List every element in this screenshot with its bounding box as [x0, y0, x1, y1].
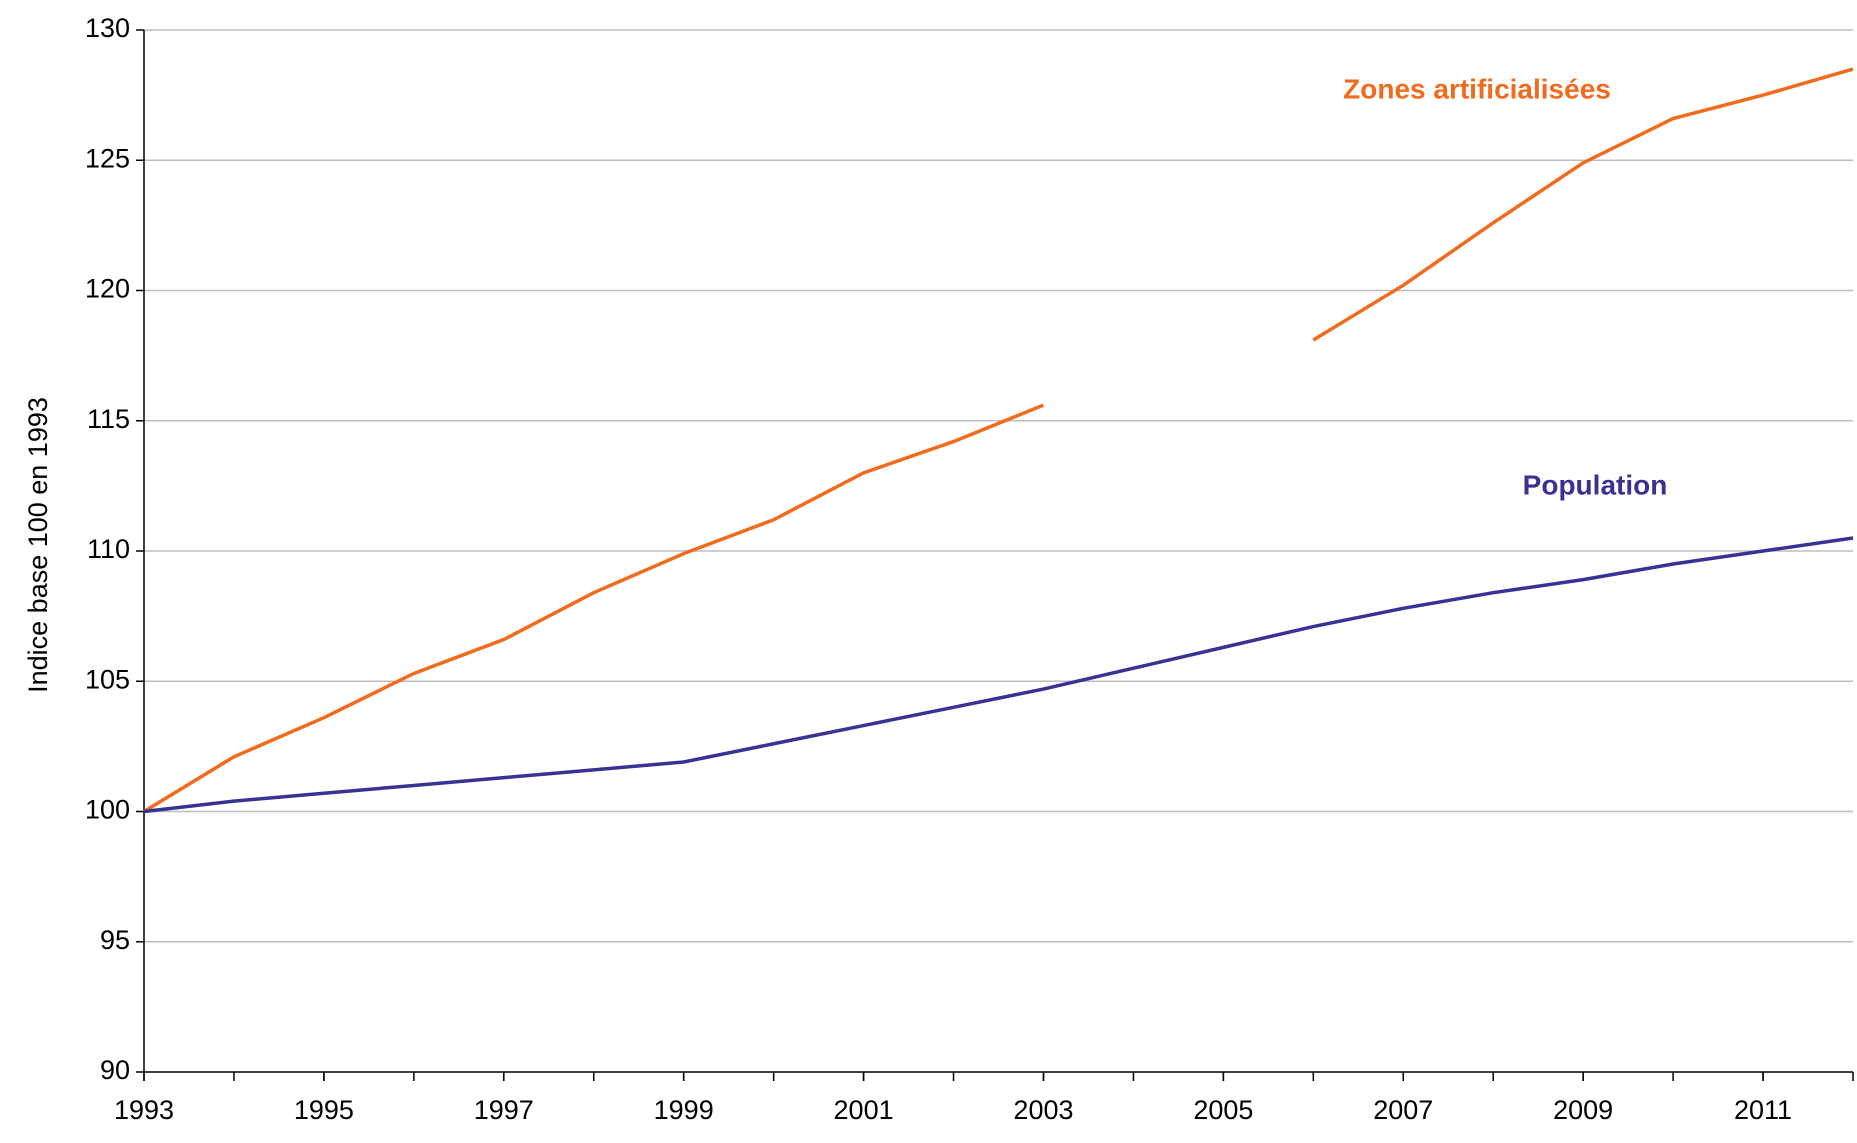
y-tick-label: 115: [87, 404, 130, 434]
x-tick-label: 2005: [1193, 1095, 1253, 1125]
x-tick-label: 2003: [1013, 1095, 1073, 1125]
y-tick-label: 130: [85, 13, 130, 43]
series-line: [143, 536, 1854, 814]
series-label: Zones artificialisées: [1343, 73, 1611, 104]
x-tick-label: 2007: [1373, 1095, 1433, 1125]
x-tick-label: 1999: [654, 1095, 714, 1125]
y-tick-label: 105: [85, 664, 130, 694]
x-tick-label: 2011: [1734, 1095, 1792, 1125]
y-tick-label: 120: [85, 274, 130, 304]
y-tick-label: 100: [85, 795, 130, 825]
y-axis-label: Indice base 100 en 1993: [23, 397, 53, 693]
x-tick-label: 2009: [1553, 1095, 1613, 1125]
series-line: [143, 67, 1854, 813]
y-tick-label: 95: [100, 925, 130, 955]
series-label: Population: [1523, 469, 1668, 500]
y-tick-label: 125: [85, 143, 130, 173]
x-tick-label: 1993: [114, 1095, 174, 1125]
x-tick-label: 2001: [834, 1095, 894, 1125]
x-tick-label: 1997: [474, 1095, 534, 1125]
y-tick-label: 90: [100, 1055, 130, 1085]
y-tick-label: 110: [87, 534, 130, 564]
x-tick-label: 1995: [294, 1095, 354, 1125]
